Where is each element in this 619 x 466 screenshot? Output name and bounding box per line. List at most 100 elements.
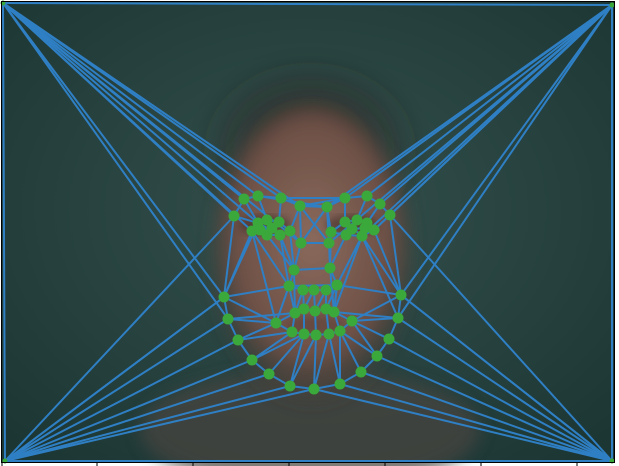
landmark-point bbox=[308, 383, 320, 395]
mesh-edge bbox=[4, 318, 229, 462]
landmark-point bbox=[334, 378, 346, 390]
mesh-edge bbox=[223, 215, 235, 298]
landmark-point bbox=[238, 193, 250, 205]
landmark-point bbox=[361, 190, 373, 202]
mesh-edge bbox=[251, 230, 277, 324]
landmark-point bbox=[355, 366, 367, 378]
landmark-point bbox=[232, 334, 244, 346]
mesh-edge bbox=[400, 294, 613, 462]
mesh-edge bbox=[351, 294, 402, 322]
mesh-edge bbox=[313, 334, 317, 390]
mesh-edge bbox=[376, 355, 613, 462]
mesh-edge bbox=[397, 4, 613, 319]
mesh-edge bbox=[2, 2, 301, 207]
mesh-edge bbox=[289, 333, 305, 387]
landmark-point bbox=[368, 224, 380, 236]
landmark-point bbox=[284, 225, 296, 237]
mesh-edge bbox=[299, 197, 346, 207]
mesh-edge bbox=[339, 330, 378, 357]
mesh-edge bbox=[293, 267, 331, 271]
mesh-edge bbox=[268, 333, 305, 375]
mesh-edge bbox=[4, 385, 291, 462]
landmark-point bbox=[331, 279, 343, 291]
mesh-edge bbox=[4, 359, 253, 462]
landmark-point bbox=[346, 223, 358, 235]
mesh-edge bbox=[4, 296, 225, 462]
mesh-edge bbox=[4, 373, 270, 462]
mesh-edge bbox=[397, 317, 613, 462]
mesh-edge bbox=[257, 195, 328, 208]
landmark-point bbox=[346, 315, 358, 327]
mesh-edge bbox=[2, 2, 253, 232]
mesh-edge bbox=[279, 234, 295, 271]
mesh-edge bbox=[361, 235, 399, 319]
landmark-point bbox=[324, 262, 336, 274]
landmark-point bbox=[246, 225, 258, 237]
landmark-point bbox=[284, 380, 296, 392]
landmark-point bbox=[384, 209, 396, 221]
mesh-edge bbox=[361, 235, 402, 296]
landmark-point bbox=[308, 284, 320, 296]
landmark-point bbox=[246, 354, 258, 366]
mesh-edge bbox=[2, 2, 302, 244]
mesh-edge bbox=[299, 205, 302, 244]
landmark-point bbox=[374, 198, 386, 210]
landmark-point bbox=[266, 222, 278, 234]
landmark-point bbox=[254, 224, 266, 236]
landmark-point bbox=[371, 350, 383, 362]
landmark-point bbox=[310, 329, 322, 341]
landmark-point bbox=[228, 210, 240, 222]
landmark-point bbox=[252, 190, 264, 202]
mesh-edge bbox=[329, 267, 335, 313]
landmark-point bbox=[286, 326, 298, 338]
landmark-point bbox=[321, 201, 333, 213]
mesh-edge bbox=[339, 330, 362, 373]
mesh-edge bbox=[289, 230, 295, 271]
landmark-point bbox=[288, 264, 300, 276]
landmark-point bbox=[334, 325, 346, 337]
mesh-edge bbox=[2, 2, 6, 462]
mesh-edge bbox=[389, 214, 613, 462]
landmark-point bbox=[323, 328, 335, 340]
mesh-edge bbox=[336, 284, 402, 296]
landmark-point bbox=[351, 214, 363, 226]
landmark-point bbox=[297, 284, 309, 296]
landmark-point bbox=[222, 313, 234, 325]
landmark-point bbox=[274, 229, 286, 241]
landmark-point bbox=[339, 216, 351, 228]
landmark-point bbox=[298, 328, 310, 340]
landmark-point bbox=[263, 368, 275, 380]
mesh-edge bbox=[251, 230, 290, 287]
mesh-edge bbox=[223, 285, 290, 298]
landmark-point bbox=[295, 237, 307, 249]
mesh-edge bbox=[313, 388, 613, 462]
landmark-point bbox=[261, 214, 273, 226]
mesh-edge bbox=[366, 4, 613, 197]
landmark-point bbox=[395, 289, 407, 301]
shoulders bbox=[140, 370, 480, 466]
landmark-point bbox=[283, 280, 295, 292]
mesh-edge bbox=[328, 333, 341, 385]
mesh-edge bbox=[4, 339, 239, 462]
mesh-edge bbox=[2, 2, 613, 6]
mesh-edge bbox=[344, 4, 613, 199]
landmark-point bbox=[323, 237, 335, 249]
landmark-point bbox=[275, 192, 287, 204]
mesh-edge bbox=[2, 2, 225, 298]
axis-ticks bbox=[1, 462, 578, 466]
landmark-point bbox=[294, 200, 306, 212]
mesh-edge bbox=[237, 331, 293, 341]
landmark-point bbox=[383, 333, 395, 345]
mesh-edge bbox=[289, 334, 317, 387]
mesh-edge bbox=[300, 206, 328, 244]
mesh-edge bbox=[336, 235, 363, 286]
mesh-edge bbox=[237, 322, 277, 341]
landmark-point bbox=[359, 222, 371, 234]
mesh-edge bbox=[351, 320, 390, 340]
mesh-edge bbox=[400, 4, 613, 296]
